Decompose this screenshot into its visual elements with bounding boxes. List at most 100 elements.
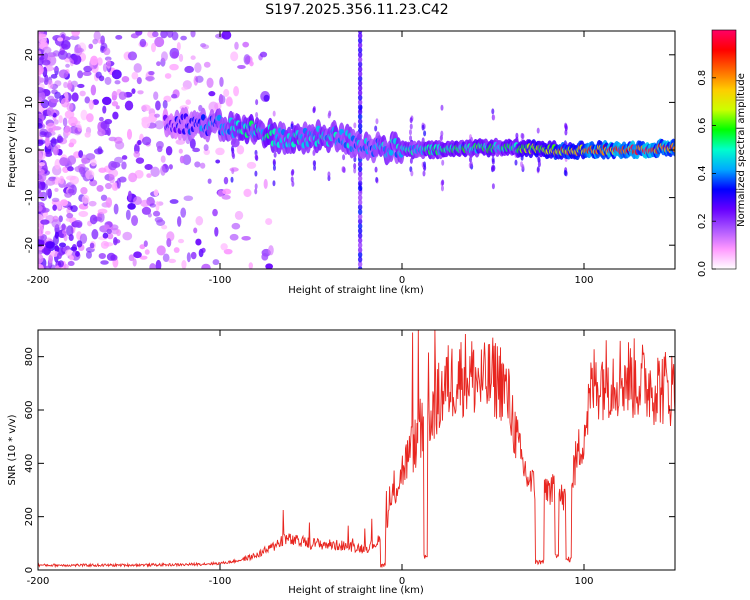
heatmap-cell: [357, 218, 363, 225]
heatmap-cell: [272, 110, 276, 117]
heatmap-cell: [45, 178, 56, 186]
heatmap-cell: [38, 50, 42, 58]
heatmap-cell: [115, 34, 123, 40]
heatmap-cell: [47, 95, 55, 101]
heatmap-cell: [220, 243, 228, 251]
heatmap-cell: [71, 31, 81, 37]
heatmap-cell: [100, 194, 108, 201]
heatmap-cell: [155, 100, 161, 111]
heatmap-cell: [148, 71, 155, 76]
heatmap-cell: [184, 65, 195, 74]
heatmap-cell: [65, 63, 70, 68]
heatmap-cell: [357, 246, 363, 253]
heatmap-cell: [70, 80, 79, 88]
heatmap-cell: [75, 250, 80, 257]
heatmap-cell: [180, 207, 187, 218]
heatmap-cell: [357, 189, 363, 196]
heatmap-cell: [101, 96, 112, 106]
snr-series: [38, 330, 675, 569]
heatmap-cell: [98, 75, 105, 82]
heatmap-cell: [272, 164, 276, 171]
heatmap-cell: [176, 41, 181, 51]
heatmap-cell: [208, 101, 219, 113]
heatmap-cell: [357, 227, 363, 234]
heatmap-cell: [357, 61, 363, 68]
colorbar-gradient: [711, 29, 737, 270]
heatmap-cell: [169, 47, 180, 59]
heatmap-cell: [113, 236, 118, 246]
heatmap-cell: [52, 204, 58, 211]
heatmap-cell: [91, 229, 99, 240]
heatmap-cell: [96, 184, 104, 192]
x-tick-label: 0: [399, 576, 405, 587]
heatmap-cell: [514, 159, 518, 166]
heatmap-cell: [357, 223, 363, 230]
colorbar-tick-label: 0.6: [697, 118, 708, 134]
heatmap-cell: [61, 223, 66, 231]
heatmap-cell: [290, 123, 294, 130]
heatmap-cell: [248, 262, 253, 269]
heatmap-cell: [182, 154, 192, 166]
heatmap-cell: [156, 61, 161, 67]
heatmap-cell: [169, 63, 179, 71]
snr-series-line: [38, 330, 675, 569]
heatmap-cell: [53, 234, 59, 246]
heatmap-cell: [409, 117, 413, 124]
heatmap-cell: [143, 240, 148, 248]
heatmap-cell: [491, 156, 495, 163]
heatmap-cell: [38, 122, 43, 129]
heatmap-cell: [40, 207, 50, 213]
heatmap-cell: [164, 73, 172, 79]
heatmap-cell: [290, 170, 294, 177]
heatmap-cell: [149, 203, 156, 208]
heatmap-cell: [272, 158, 276, 165]
heatmap-cell: [38, 139, 46, 145]
heatmap-cell: [114, 80, 121, 85]
heatmap-cell: [88, 99, 94, 110]
heatmap-cell: [38, 91, 46, 102]
heatmap-cell: [97, 128, 106, 137]
heatmap-cell: [85, 169, 95, 180]
heatmap-cell: [38, 127, 41, 138]
heatmap-cell: [108, 160, 118, 171]
heatmap-cell: [254, 170, 258, 177]
heatmap-cell: [47, 79, 54, 89]
heatmap-cell: [201, 263, 211, 269]
heatmap-cell: [409, 135, 413, 142]
heatmap-cell: [353, 162, 357, 169]
heatmap-cell: [353, 122, 357, 129]
spectrogram-xlabel: Height of straight line (km): [288, 285, 424, 296]
heatmap-cell: [422, 170, 426, 177]
heatmap-cell: [357, 118, 363, 125]
heatmap-cell: [357, 251, 363, 258]
heatmap-cell: [243, 54, 251, 65]
heatmap-cell: [89, 242, 95, 249]
heatmap-cell: [153, 189, 159, 197]
heatmap-cell: [290, 176, 294, 183]
heatmap-cell: [536, 166, 540, 173]
heatmap-cell: [423, 161, 427, 168]
heatmap-cell: [61, 40, 71, 50]
heatmap-cell: [189, 138, 196, 149]
heatmap-cell: [66, 225, 74, 237]
heatmap-cell: [38, 87, 45, 94]
heatmap-cell: [342, 154, 346, 161]
heatmap-cell: [90, 55, 99, 66]
heatmap-cell: [357, 70, 363, 77]
heatmap-cell: [140, 104, 151, 112]
heatmap-cell: [357, 199, 363, 206]
heatmap-cell: [212, 259, 220, 266]
heatmap-cell: [313, 164, 317, 171]
colorbar-label: Normalized spectral amplitude: [736, 73, 747, 227]
heatmap-cell: [440, 104, 444, 111]
heatmap-cell: [218, 93, 224, 105]
heatmap-cell: [128, 254, 135, 262]
heatmap-cell: [160, 155, 166, 163]
heatmap-cell: [73, 219, 83, 228]
heatmap-cell: [57, 260, 64, 268]
heatmap-cell: [38, 225, 44, 237]
heatmap-cell: [181, 259, 187, 269]
heatmap-cell: [106, 59, 111, 69]
heatmap-cell: [357, 47, 363, 54]
